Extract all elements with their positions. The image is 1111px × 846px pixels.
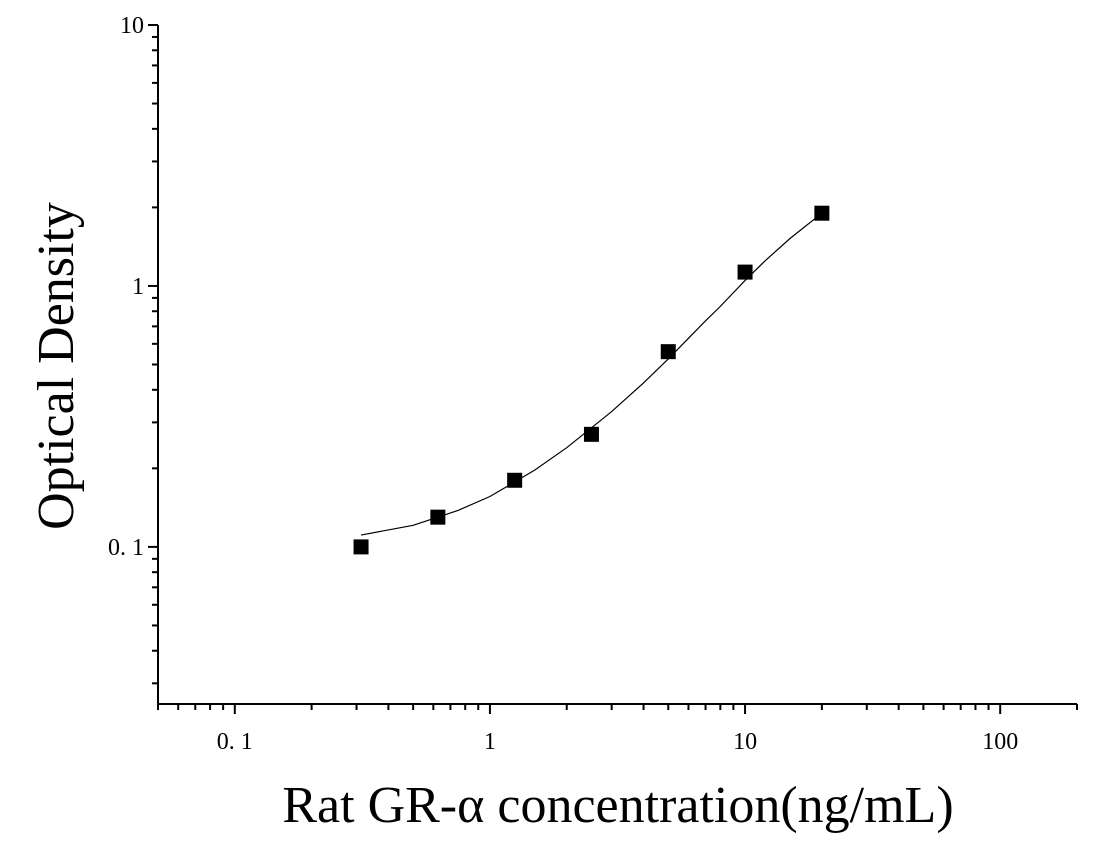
- data-point: [507, 472, 523, 488]
- x-axis-title: Rat GR-α concentration(ng/mL): [282, 777, 953, 834]
- y-tick-label: 10: [120, 13, 144, 39]
- x-tick-label: 10: [733, 729, 757, 755]
- fit-curve-layer: [360, 212, 823, 536]
- data-point: [660, 344, 676, 360]
- data-point: [814, 205, 830, 221]
- y-tick-label: 0. 1: [108, 535, 144, 561]
- axes: [157, 25, 1077, 705]
- x-tick-label: 0. 1: [217, 729, 253, 755]
- y-tick-label: 1: [132, 274, 144, 300]
- tick-labels: 0. 1 1 10 100 0. 1 1 10: [108, 13, 1018, 755]
- fit-curve: [360, 212, 823, 536]
- data-point: [430, 509, 446, 525]
- x-tick-label: 1: [484, 729, 496, 755]
- y-axis-title: Optical Density: [28, 202, 85, 530]
- data-point: [737, 264, 753, 280]
- data-point: [353, 539, 369, 555]
- ticks: [148, 24, 1078, 714]
- x-tick-label: 100: [982, 729, 1018, 755]
- data-points-layer: [353, 205, 830, 555]
- data-point: [583, 426, 599, 442]
